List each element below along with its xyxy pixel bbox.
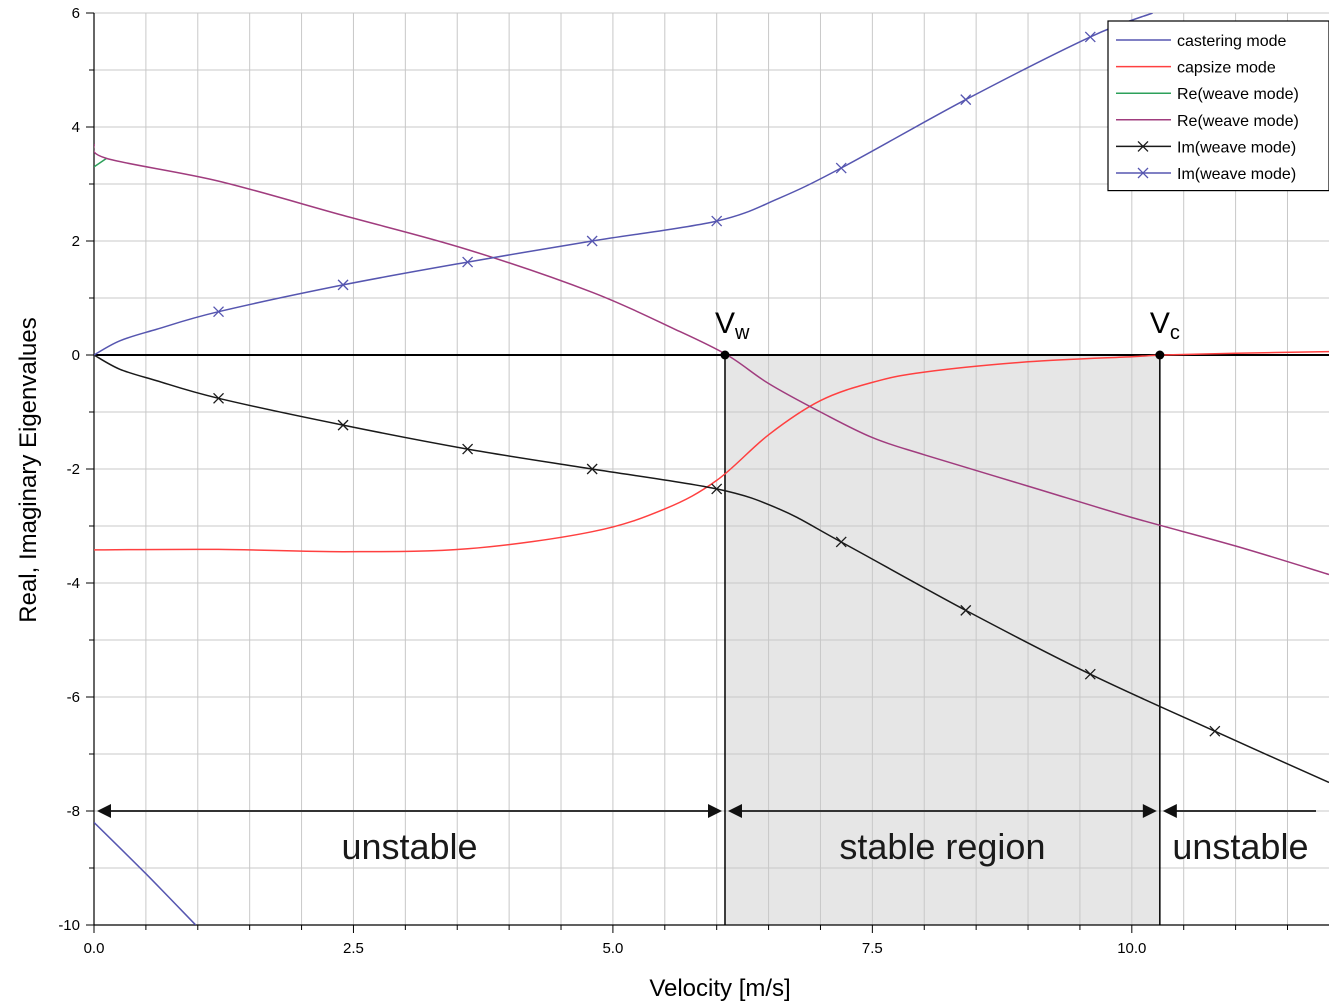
- series-marker: [462, 443, 474, 455]
- x-tick-label: 0.0: [84, 940, 105, 957]
- region-label-1: stable region: [839, 826, 1045, 867]
- series-line: [94, 143, 1329, 576]
- legend-entry: Im(weave mode): [1177, 166, 1296, 183]
- y-tick-label: 4: [72, 119, 80, 136]
- y-axis-title: Real, Imaginary Eigenvalues: [15, 317, 42, 623]
- point-label-vc: V: [1150, 307, 1170, 340]
- series-marker: [462, 256, 474, 268]
- series-marker: [835, 536, 847, 548]
- legend-marker: [1137, 140, 1149, 152]
- point-vc: [1155, 350, 1165, 360]
- point-subscript-vw: w: [734, 322, 750, 344]
- region-label-2: unstable: [1172, 826, 1308, 867]
- series-marker: [337, 419, 349, 431]
- series-0: [94, 821, 197, 925]
- series-marker: [213, 306, 224, 318]
- region-arrowhead-left: [97, 804, 111, 818]
- point-label-vw: V: [715, 307, 735, 340]
- series-4: [94, 354, 1329, 784]
- y-tick-label: 2: [72, 233, 80, 250]
- series-marker: [711, 483, 723, 495]
- tick-labels: 0.0 2.5 5.0 7.5 10.0 -10 -8 -6 -4 -2 0 2 4 6: [58, 5, 1146, 957]
- y-tick-label: 0: [72, 347, 80, 364]
- legend-marker: [1137, 167, 1149, 179]
- series-marker: [1084, 31, 1096, 43]
- legend-entry: castering mode: [1177, 33, 1286, 50]
- legend-entry: Re(weave mode): [1177, 113, 1299, 130]
- series-lines: [94, 13, 1329, 925]
- series-3: [94, 143, 1329, 576]
- x-tick-label: 5.0: [602, 940, 623, 957]
- x-tick-label: 2.5: [343, 940, 364, 957]
- series-marker: [213, 392, 224, 404]
- region-label-0: unstable: [341, 826, 477, 867]
- series-marker: [960, 604, 972, 616]
- x-tick-label: 10.0: [1117, 940, 1146, 957]
- y-tick-label: -2: [67, 461, 80, 478]
- axes: [86, 12, 1329, 933]
- series-line: [94, 821, 197, 925]
- legend-entry: capsize mode: [1177, 60, 1276, 77]
- point-subscript-vc: c: [1170, 322, 1180, 344]
- region-arrowhead-right: [1142, 804, 1157, 818]
- region-arrowhead-left: [727, 804, 742, 818]
- y-tick-label: -8: [67, 803, 80, 820]
- series-marker: [1084, 668, 1096, 680]
- y-tick-label: 6: [72, 5, 80, 22]
- y-tick-label: -6: [67, 689, 80, 706]
- series-marker: [711, 215, 723, 227]
- series-marker: [586, 235, 598, 247]
- legend-entry: Im(weave mode): [1177, 139, 1296, 156]
- series-marker: [835, 162, 847, 174]
- legend-box: [1107, 20, 1329, 192]
- series-marker: [960, 94, 972, 106]
- series-5: [94, 13, 1153, 356]
- y-tick-label: -10: [58, 917, 80, 934]
- legend-entry: Re(weave mode): [1177, 86, 1299, 103]
- series-marker: [337, 279, 349, 291]
- region-arrowhead-left: [1162, 804, 1177, 818]
- point-vw: [720, 350, 730, 360]
- series-1: [94, 350, 1329, 553]
- y-tick-label: -4: [67, 575, 80, 592]
- series-line: [94, 350, 1329, 553]
- region-arrowhead-right: [707, 804, 722, 818]
- series-marker: [1209, 725, 1221, 737]
- series-marker: [586, 463, 598, 475]
- x-tick-label: 7.5: [862, 940, 883, 957]
- x-axis-title: Velocity [m/s]: [649, 975, 790, 1002]
- legend: castering mode capsize mode Re(weave mode)…: [1107, 20, 1329, 192]
